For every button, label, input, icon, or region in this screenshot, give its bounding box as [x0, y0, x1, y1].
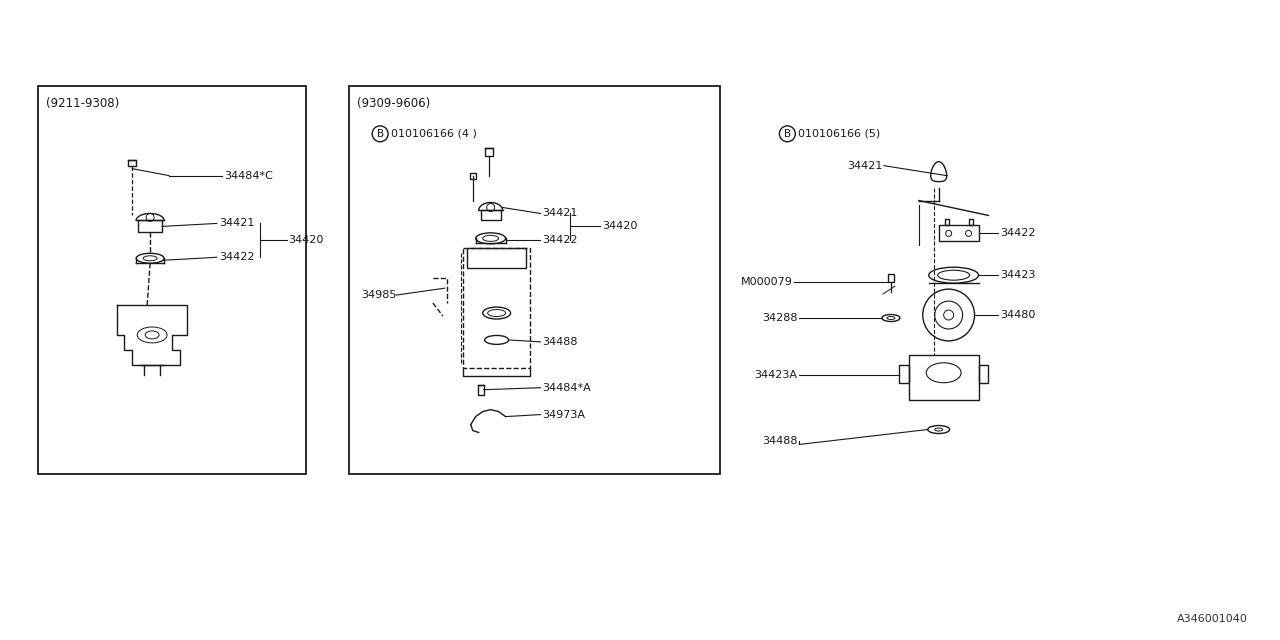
Text: 34422: 34422 [543, 236, 579, 245]
Text: 34985: 34985 [361, 290, 397, 300]
Text: 34484*C: 34484*C [224, 171, 273, 180]
Bar [470, 173, 476, 179]
Bar [899, 365, 909, 383]
Bar [938, 225, 978, 241]
Text: (9211-9308): (9211-9308) [46, 97, 119, 111]
Bar [888, 274, 893, 282]
Text: 34423: 34423 [1001, 270, 1036, 280]
Text: 34484*A: 34484*A [543, 383, 591, 393]
Bar [477, 385, 484, 395]
Text: 34488: 34488 [762, 436, 797, 447]
Text: 34421: 34421 [847, 161, 883, 171]
Bar [969, 220, 973, 225]
Bar [37, 86, 306, 474]
Text: 34488: 34488 [543, 337, 579, 347]
Text: 34973A: 34973A [543, 410, 585, 420]
Text: 34423A: 34423A [754, 370, 797, 380]
Text: (9309-9606): (9309-9606) [357, 97, 430, 111]
Bar [467, 248, 526, 268]
Bar [485, 148, 493, 156]
Bar [978, 365, 988, 383]
Bar [463, 248, 530, 368]
Text: 34421: 34421 [543, 209, 577, 218]
Text: 34421: 34421 [219, 218, 255, 228]
Text: M000079: M000079 [740, 277, 792, 287]
Text: 34422: 34422 [219, 252, 255, 262]
Text: A346001040: A346001040 [1176, 614, 1247, 624]
Bar [909, 355, 978, 399]
Text: 34420: 34420 [288, 236, 324, 245]
Text: 010106166 (5): 010106166 (5) [799, 129, 881, 139]
Text: B: B [376, 129, 384, 139]
Bar [945, 220, 948, 225]
Text: 010106166 (4 ): 010106166 (4 ) [392, 129, 477, 139]
Text: 34422: 34422 [1001, 228, 1036, 238]
Text: 34420: 34420 [602, 221, 637, 232]
Bar [481, 211, 500, 220]
Text: B: B [783, 129, 791, 139]
Bar [138, 220, 163, 232]
Text: 34288: 34288 [762, 313, 797, 323]
Text: 34480: 34480 [1001, 310, 1036, 320]
Bar [128, 160, 136, 166]
Bar [349, 86, 719, 474]
